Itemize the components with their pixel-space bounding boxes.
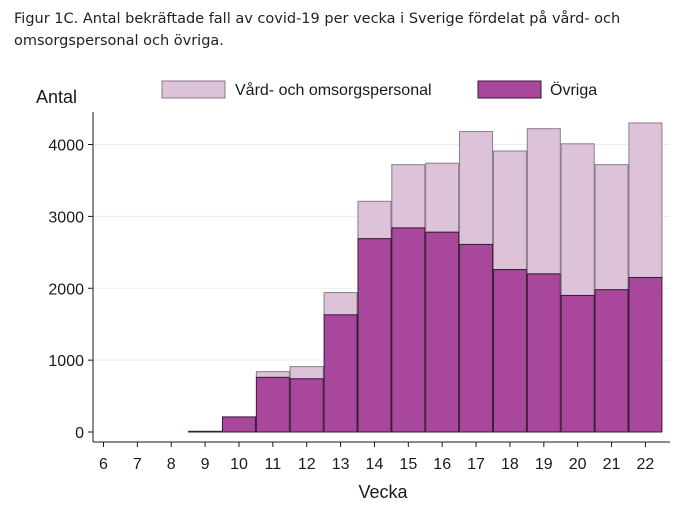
x-tick-label-8: 8	[167, 456, 176, 473]
legend-label: Vård- och omsorgspersonal	[235, 81, 432, 99]
bar-vard-week-21	[594, 164, 629, 291]
bar-ovriga-week-11	[255, 376, 290, 433]
bar-vard-week-13	[323, 292, 358, 316]
x-tick-label-6: 6	[99, 456, 108, 473]
bar-vard-week-22	[628, 122, 663, 278]
bar-vard-week-18	[492, 150, 527, 271]
legend-label: Övriga	[550, 81, 597, 99]
x-tick-label-9: 9	[201, 456, 210, 473]
bar-ovriga-week-17	[459, 243, 494, 433]
y-tick-label-2000: 2000	[48, 281, 84, 298]
bar-vard-week-19	[526, 128, 561, 275]
x-tick-label-13: 13	[332, 456, 350, 473]
x-tick-label-12: 12	[298, 456, 316, 473]
y-tick-label-4000: 4000	[48, 138, 84, 155]
bar-ovriga-week-9	[188, 430, 223, 433]
bar-vard-week-11	[255, 371, 290, 378]
axes	[92, 112, 670, 443]
bar-ovriga-week-10	[221, 416, 256, 433]
bar-vard-week-14	[357, 200, 392, 240]
x-axis-title: Vecka	[358, 482, 408, 502]
x-tick-label-11: 11	[265, 456, 282, 473]
y-tick-label-3000: 3000	[48, 209, 84, 226]
bar-vard-week-16	[425, 162, 460, 233]
legend-swatch	[477, 80, 542, 99]
bar-ovriga-week-15	[391, 227, 426, 433]
x-tick-label-18: 18	[501, 456, 519, 473]
bar-vard-week-17	[459, 131, 494, 245]
legend: Vård- och omsorgspersonal Övriga	[161, 80, 597, 99]
bar-vard-week-20	[560, 143, 595, 296]
bar-vard-week-15	[391, 164, 426, 229]
bar-ovriga-week-16	[425, 231, 460, 433]
y-tick-label-0: 0	[75, 425, 84, 442]
x-tick-label-20: 20	[569, 456, 587, 473]
x-tick-label-14: 14	[366, 456, 384, 473]
bar-ovriga-week-14	[357, 238, 392, 433]
bar-ovriga-week-12	[289, 378, 324, 433]
bar-ovriga-week-22	[628, 276, 663, 433]
x-tick-label-10: 10	[230, 456, 248, 473]
y-axis-title: Antal	[36, 87, 77, 107]
figure-caption: Figur 1C. Antal bekräftade fall av covid…	[14, 11, 621, 49]
x-tick-label-19: 19	[535, 456, 553, 473]
bar-ovriga-week-20	[560, 294, 595, 433]
ticks: 0 1000 2000 3000 4000 6 7 8 9 10 11 12 13 14 15 16 17 18 1…	[48, 138, 654, 473]
x-tick-label-17: 17	[467, 456, 485, 473]
x-tick-label-21: 21	[603, 456, 621, 473]
bars	[188, 122, 663, 433]
bar-ovriga-week-18	[492, 269, 527, 433]
bar-ovriga-week-13	[323, 314, 358, 433]
x-tick-label-16: 16	[433, 456, 451, 473]
x-tick-label-7: 7	[133, 456, 142, 473]
bar-vard-week-12	[289, 366, 324, 380]
x-tick-label-22: 22	[637, 456, 655, 473]
legend-swatch	[161, 80, 226, 99]
bar-ovriga-week-19	[526, 273, 561, 433]
x-tick-label-15: 15	[399, 456, 417, 473]
y-tick-label-1000: 1000	[48, 353, 84, 370]
bar-ovriga-week-21	[594, 289, 629, 433]
